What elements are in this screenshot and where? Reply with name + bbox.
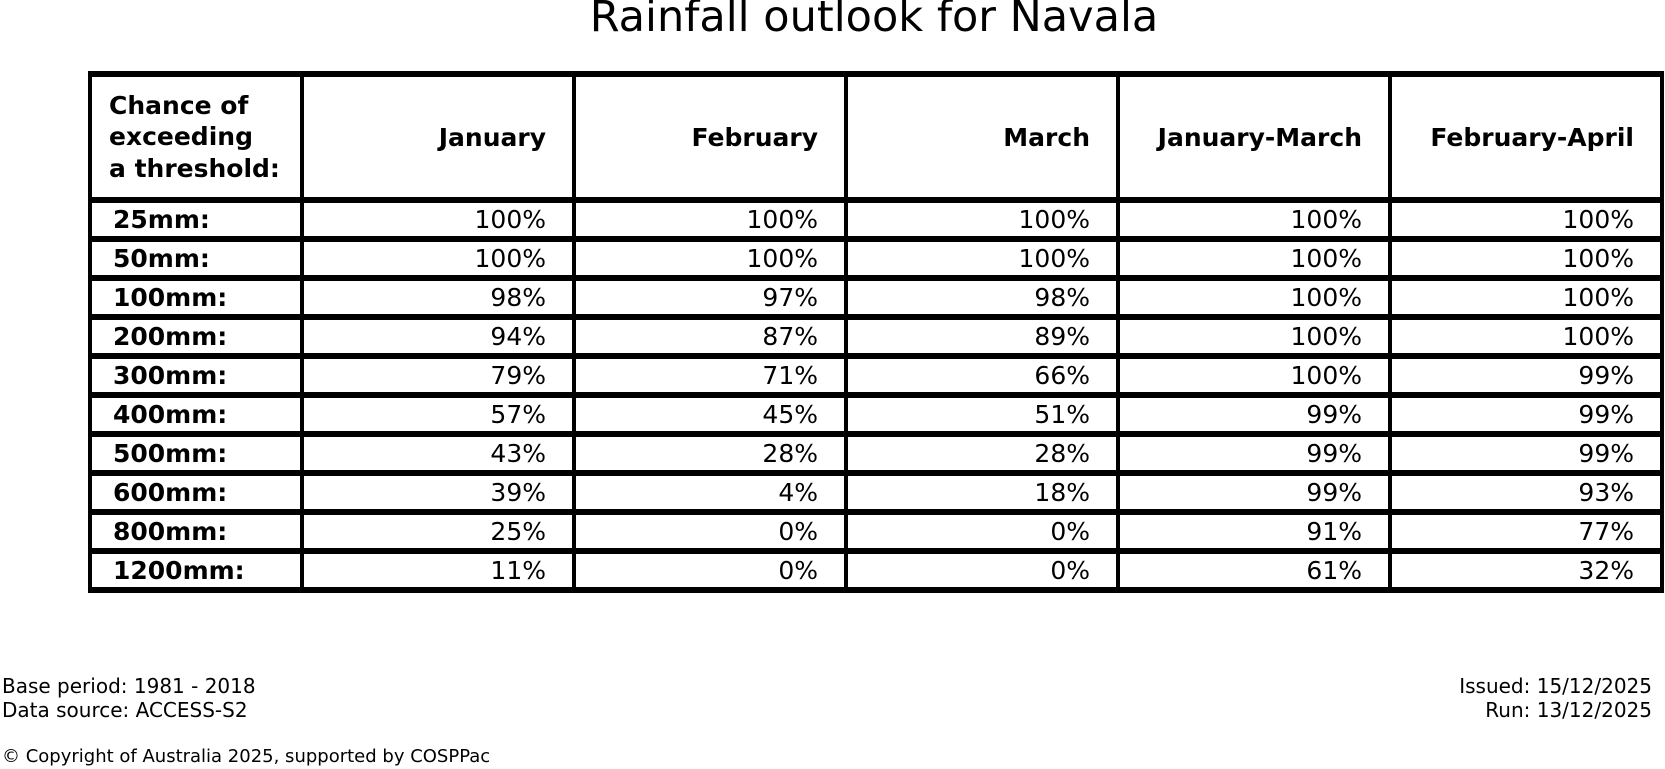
table-row: 25mm: 100% 100% 100% 100% 100%	[88, 197, 1664, 242]
probability-value: 99%	[1116, 431, 1392, 476]
probability-value: 100%	[300, 236, 576, 281]
table-row: 500mm: 43% 28% 28% 99% 99%	[88, 431, 1664, 476]
probability-value: 28%	[572, 431, 848, 476]
threshold-label: 400mm:	[88, 392, 304, 437]
table-row: 100mm: 98% 97% 98% 100% 100%	[88, 275, 1664, 320]
table-row: 300mm: 79% 71% 66% 100% 99%	[88, 353, 1664, 398]
probability-value: 97%	[572, 275, 848, 320]
threshold-label: 1200mm:	[88, 548, 304, 593]
probability-value: 100%	[572, 236, 848, 281]
probability-value: 100%	[1388, 236, 1664, 281]
threshold-label: 500mm:	[88, 431, 304, 476]
probability-value: 100%	[1116, 236, 1392, 281]
probability-value: 100%	[1388, 275, 1664, 320]
probability-value: 100%	[1116, 314, 1392, 359]
probability-value: 45%	[572, 392, 848, 437]
probability-value: 100%	[1116, 197, 1392, 242]
probability-value: 0%	[572, 548, 848, 593]
probability-value: 98%	[300, 275, 576, 320]
column-header-march: March	[844, 71, 1120, 203]
probability-value: 100%	[1116, 275, 1392, 320]
probability-value: 71%	[572, 353, 848, 398]
probability-value: 77%	[1388, 509, 1664, 554]
probability-value: 99%	[1388, 353, 1664, 398]
page-title: Rainfall outlook for Navala	[589, 0, 1159, 42]
threshold-label: 300mm:	[88, 353, 304, 398]
issued-date-text: Issued: 15/12/2025	[1459, 674, 1652, 698]
base-period-text: Base period: 1981 - 2018	[2, 674, 256, 698]
probability-value: 51%	[844, 392, 1120, 437]
column-header-february-april: February-April	[1388, 71, 1664, 203]
copyright-text: © Copyright of Australia 2025, supported…	[2, 746, 491, 767]
probability-value: 99%	[1116, 470, 1392, 515]
probability-value: 0%	[844, 548, 1120, 593]
probability-value: 57%	[300, 392, 576, 437]
threshold-label: 200mm:	[88, 314, 304, 359]
column-header-february: February	[572, 71, 848, 203]
probability-value: 100%	[300, 197, 576, 242]
probability-value: 32%	[1388, 548, 1664, 593]
column-header-threshold: Chance of exceeding a threshold:	[88, 71, 304, 203]
probability-value: 99%	[1388, 431, 1664, 476]
probability-value: 25%	[300, 509, 576, 554]
rainfall-outlook-table: Chance of exceeding a threshold: January…	[88, 71, 1664, 593]
footer-left: Base period: 1981 - 2018 Data source: AC…	[2, 674, 256, 722]
probability-value: 79%	[300, 353, 576, 398]
probability-value: 99%	[1388, 392, 1664, 437]
probability-value: 0%	[572, 509, 848, 554]
probability-value: 39%	[300, 470, 576, 515]
probability-value: 61%	[1116, 548, 1392, 593]
probability-value: 100%	[1116, 353, 1392, 398]
probability-value: 4%	[572, 470, 848, 515]
table-row: 200mm: 94% 87% 89% 100% 100%	[88, 314, 1664, 359]
probability-value: 43%	[300, 431, 576, 476]
probability-value: 28%	[844, 431, 1120, 476]
table-header: Chance of exceeding a threshold: January…	[88, 71, 1664, 203]
threshold-label: 600mm:	[88, 470, 304, 515]
threshold-label: 100mm:	[88, 275, 304, 320]
probability-value: 100%	[844, 197, 1120, 242]
probability-value: 91%	[1116, 509, 1392, 554]
table-row: 50mm: 100% 100% 100% 100% 100%	[88, 236, 1664, 281]
probability-value: 89%	[844, 314, 1120, 359]
header-row: Chance of exceeding a threshold: January…	[88, 71, 1664, 203]
threshold-label: 50mm:	[88, 236, 304, 281]
probability-value: 100%	[1388, 197, 1664, 242]
probability-value: 11%	[300, 548, 576, 593]
probability-value: 100%	[1388, 314, 1664, 359]
probability-value: 66%	[844, 353, 1120, 398]
probability-value: 100%	[844, 236, 1120, 281]
column-header-january-march: January-March	[1116, 71, 1392, 203]
probability-value: 99%	[1116, 392, 1392, 437]
run-date-text: Run: 13/12/2025	[1485, 698, 1652, 722]
table-row: 600mm: 39% 4% 18% 99% 93%	[88, 470, 1664, 515]
data-source-text: Data source: ACCESS-S2	[2, 698, 248, 722]
outlook-table-body: 25mm: 100% 100% 100% 100% 100% 50mm: 100% 100% 10…	[88, 197, 1664, 593]
threshold-label: 25mm:	[88, 197, 304, 242]
probability-value: 100%	[572, 197, 848, 242]
table-row: 800mm: 25% 0% 0% 91% 77%	[88, 509, 1664, 554]
column-header-january: January	[300, 71, 576, 203]
table-row: 1200mm: 11% 0% 0% 61% 32%	[88, 548, 1664, 593]
probability-value: 94%	[300, 314, 576, 359]
probability-value: 93%	[1388, 470, 1664, 515]
threshold-label: 800mm:	[88, 509, 304, 554]
table-row: 400mm: 57% 45% 51% 99% 99%	[88, 392, 1664, 437]
probability-value: 98%	[844, 275, 1120, 320]
probability-value: 87%	[572, 314, 848, 359]
probability-value: 0%	[844, 509, 1120, 554]
footer-right: Issued: 15/12/2025 Run: 13/12/2025	[1459, 674, 1652, 722]
probability-value: 18%	[844, 470, 1120, 515]
